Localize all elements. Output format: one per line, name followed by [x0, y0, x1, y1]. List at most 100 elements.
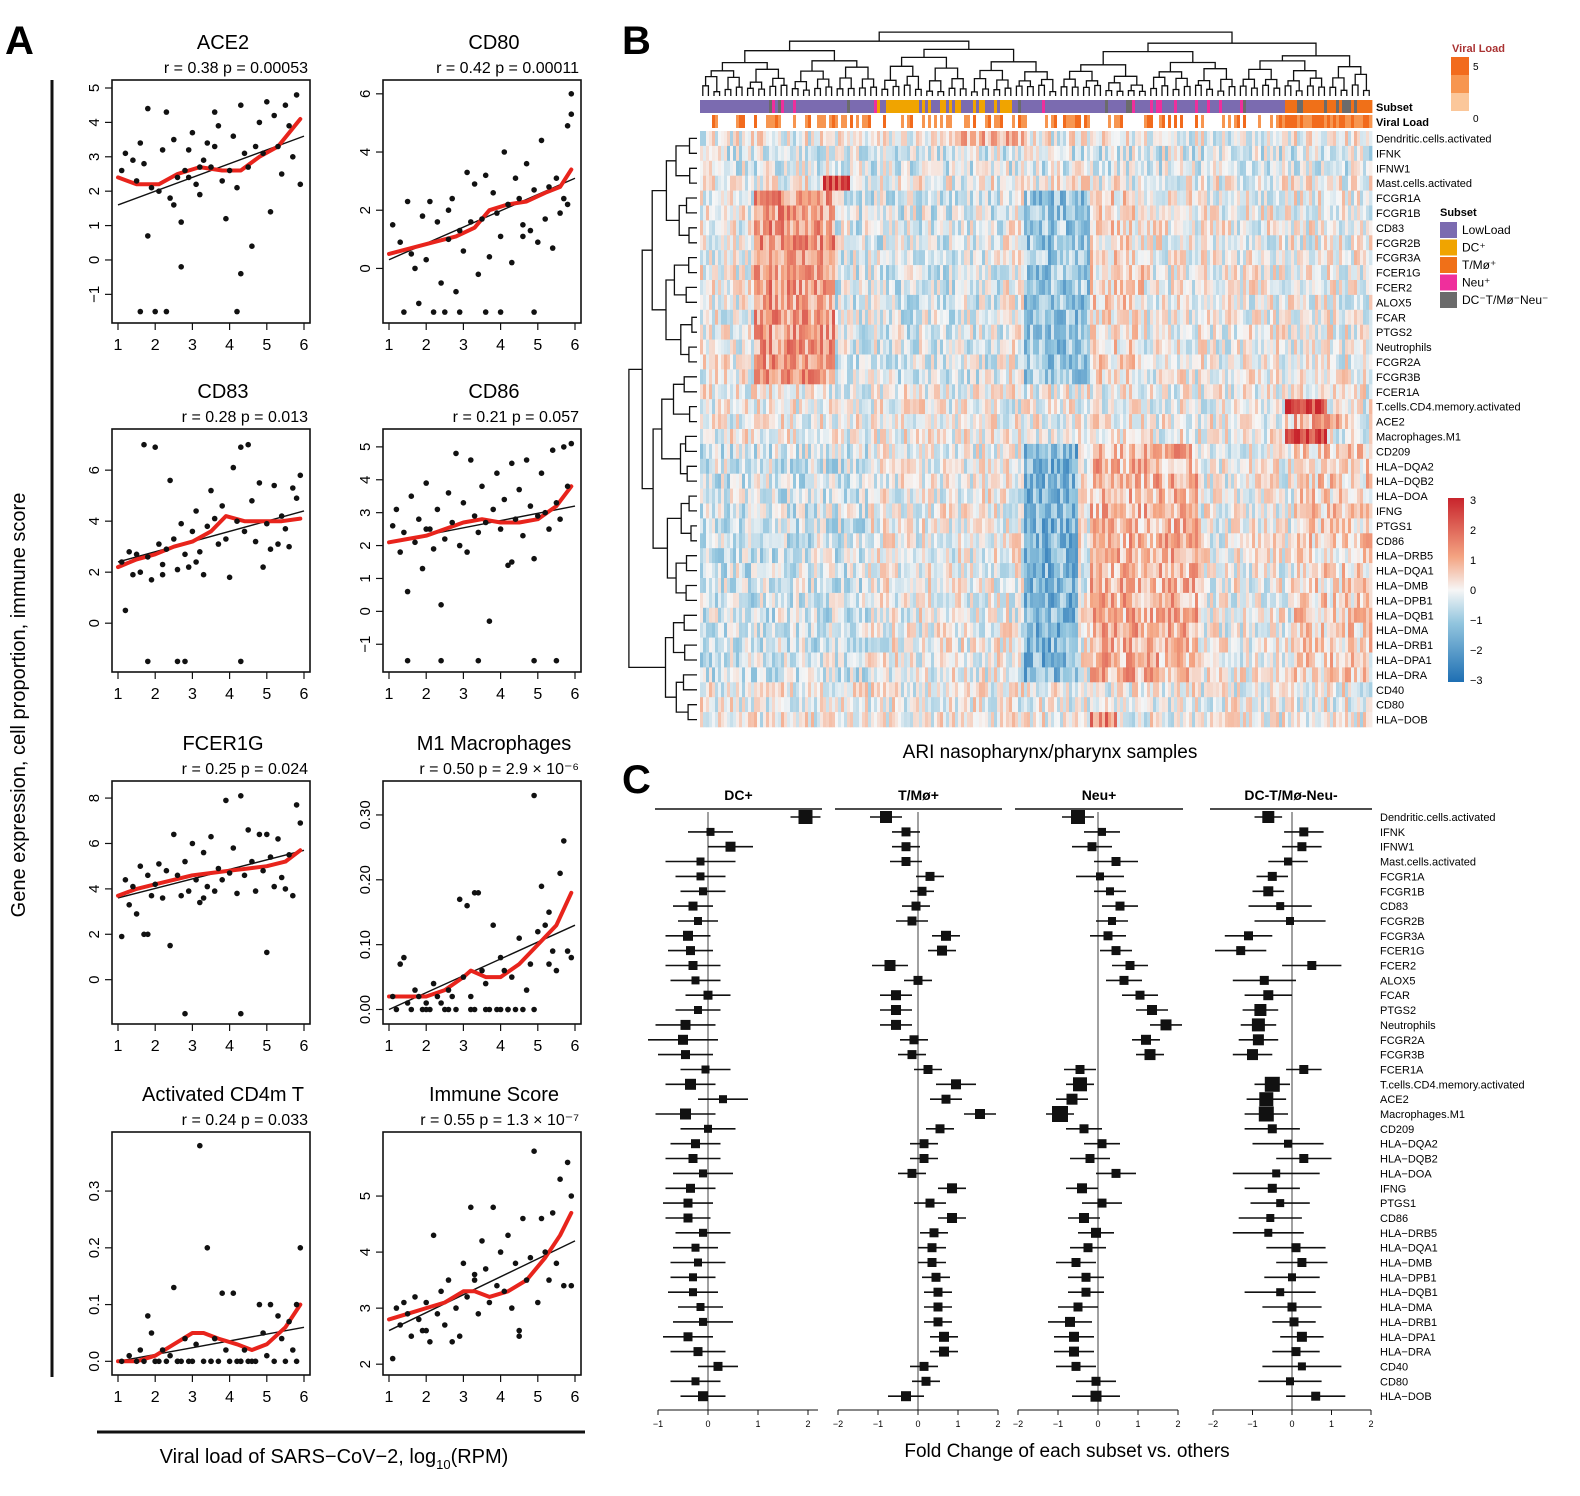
subset-cell [1006, 100, 1010, 113]
heat-cell [1108, 324, 1112, 340]
heat-cell [1252, 145, 1256, 162]
heat-cell [1123, 309, 1127, 325]
data-point [427, 1339, 433, 1345]
subset-cell [1366, 100, 1370, 113]
subset-cell [985, 100, 989, 113]
heat-cell [982, 131, 986, 147]
panel-label-c: C [622, 758, 651, 802]
viral-cell [823, 115, 827, 128]
heat-cell [1147, 160, 1151, 176]
heat-cell [1300, 324, 1304, 340]
heat-cell [1354, 175, 1358, 191]
heat-cell [1180, 265, 1184, 281]
subset-cell [1189, 100, 1193, 113]
data-point [145, 658, 151, 665]
subset-cell [1348, 100, 1352, 113]
heat-cell [1177, 205, 1181, 221]
heat-cell [1321, 205, 1325, 221]
viral-cell [832, 115, 836, 128]
heat-cell [1297, 220, 1301, 236]
heat-cell [706, 190, 710, 206]
heat-cell [982, 369, 986, 385]
viral-cell [763, 115, 767, 128]
heat-cell [1123, 131, 1127, 147]
heat-cell [757, 220, 761, 236]
heat-cell [1186, 205, 1190, 221]
heat-cell [1021, 205, 1025, 221]
heat-cell [1180, 175, 1184, 191]
heat-cell [994, 175, 998, 191]
y-tick-label: 1 [86, 221, 103, 229]
heat-cell [1063, 324, 1067, 340]
heat-cell [1147, 190, 1151, 206]
heat-cell [910, 339, 914, 355]
heat-cell [772, 131, 776, 147]
heat-cell [1081, 324, 1085, 340]
heat-cell [1054, 220, 1058, 236]
dendrogram-branch [982, 88, 990, 96]
heat-cell [1084, 294, 1088, 311]
heat-cell [1288, 235, 1292, 251]
subset-cell [1132, 100, 1136, 113]
dendrogram-branch [1026, 85, 1034, 96]
heat-cell [943, 324, 947, 340]
viral-cell [802, 115, 806, 128]
heat-cell [1213, 280, 1217, 296]
heat-cell [787, 265, 791, 281]
heat-cell [1090, 131, 1094, 147]
heat-cell [1228, 145, 1232, 162]
heat-cell [1009, 131, 1013, 147]
heat-cell [1126, 309, 1130, 325]
heat-cell [1012, 294, 1016, 311]
heat-cell [1000, 265, 1004, 281]
heat-cell [1093, 339, 1097, 355]
heat-cell [1321, 265, 1325, 281]
heat-cell [847, 250, 851, 266]
heat-cell [853, 369, 857, 385]
heat-cell [934, 309, 938, 325]
heat-cell [895, 265, 899, 281]
heat-cell [781, 294, 785, 311]
heat-cell [823, 250, 827, 266]
heat-cell [1300, 250, 1304, 266]
heat-cell [880, 294, 884, 311]
data-point [219, 877, 225, 883]
heat-cell [1150, 190, 1154, 206]
heat-cell [826, 324, 830, 340]
viral-cell [769, 115, 773, 128]
heat-cell [970, 280, 974, 296]
heat-cell [874, 339, 878, 355]
heat-cell [880, 190, 884, 206]
heat-cell [1354, 220, 1358, 236]
heat-cell [946, 190, 950, 206]
heat-cell [790, 369, 794, 385]
viral-cell [817, 115, 821, 128]
heat-cell [904, 190, 908, 206]
heat-cell [853, 205, 857, 221]
data-point [419, 565, 426, 572]
heat-cell [1087, 190, 1091, 206]
data-point [293, 802, 300, 808]
heat-cell [1261, 324, 1265, 340]
viral-cell [1198, 115, 1202, 128]
heat-cell [1066, 354, 1070, 370]
heat-cell [1036, 160, 1040, 176]
heat-cell [1141, 339, 1145, 355]
heat-cell [1078, 339, 1082, 355]
heat-cell [700, 190, 704, 206]
subset-cell [772, 100, 776, 113]
heat-cell [826, 354, 830, 370]
subset-cell [811, 100, 815, 113]
heat-cell [961, 190, 965, 206]
heat-cell [748, 324, 752, 340]
heat-cell [706, 265, 710, 281]
dendrogram-branch [685, 197, 697, 214]
dendrogram-branch [1004, 87, 1012, 96]
heat-cell [871, 265, 875, 281]
viral-cell [1117, 115, 1121, 128]
y-tick-label: 0.20 [357, 865, 374, 894]
heat-cell [1330, 354, 1334, 370]
heat-cell [1129, 324, 1133, 340]
heat-cell [1279, 324, 1283, 340]
heat-cell [1300, 309, 1304, 325]
